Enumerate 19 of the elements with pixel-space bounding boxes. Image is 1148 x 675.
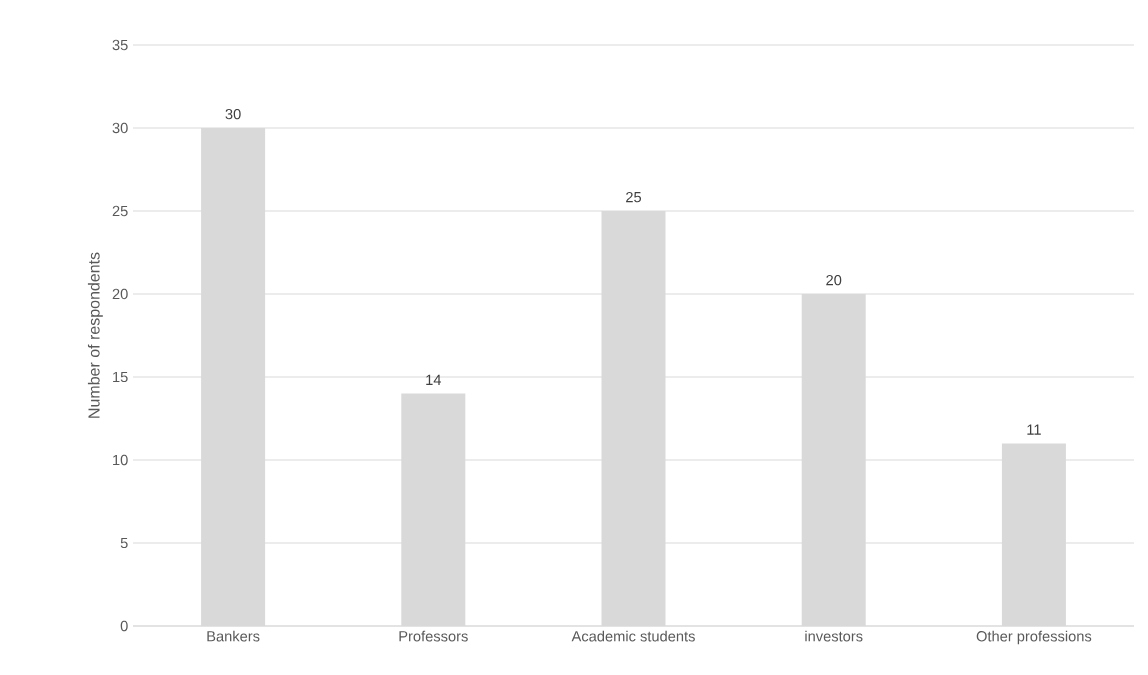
data-label: 14 — [426, 374, 442, 385]
x-tick-label: Professors — [399, 630, 468, 642]
x-tick-label: Academic students — [571, 630, 695, 642]
y-tick-label: 25 — [112, 205, 128, 217]
y-axis-title: Number of respondents — [87, 252, 103, 418]
data-label: 11 — [1027, 424, 1041, 435]
data-label: 20 — [826, 274, 842, 286]
x-tick-label: Bankers — [207, 630, 260, 642]
y-tick-label: 20 — [112, 288, 128, 300]
data-label: 30 — [225, 108, 241, 120]
x-tick-label: Other professions — [976, 630, 1092, 645]
x-tick-label: investors — [805, 630, 863, 642]
y-tick-label: 30 — [112, 122, 128, 134]
y-tick-label: 15 — [113, 371, 128, 383]
y-tick-label: 5 — [120, 537, 128, 549]
data-label: 25 — [626, 191, 642, 203]
y-tick-label: 0 — [120, 620, 128, 632]
y-tick-label: 35 — [112, 39, 128, 51]
y-tick-label: 10 — [113, 454, 128, 466]
